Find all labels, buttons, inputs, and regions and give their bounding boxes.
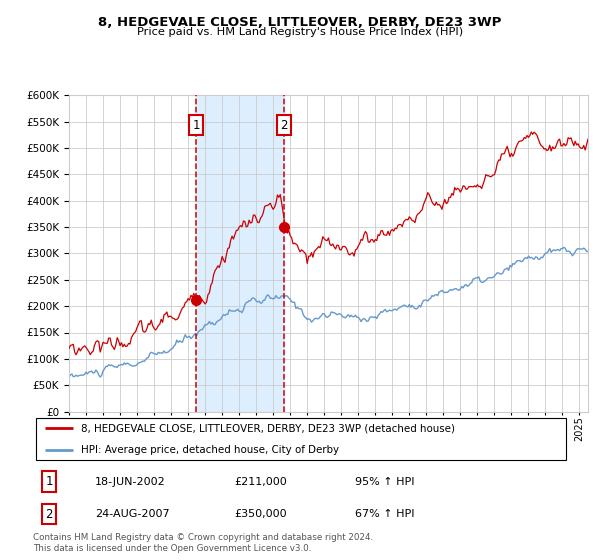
Text: 8, HEDGEVALE CLOSE, LITTLEOVER, DERBY, DE23 3WP (detached house): 8, HEDGEVALE CLOSE, LITTLEOVER, DERBY, D… (82, 423, 455, 433)
Text: 24-AUG-2007: 24-AUG-2007 (95, 509, 169, 519)
Text: 2: 2 (280, 119, 288, 132)
Text: 2: 2 (46, 508, 53, 521)
Text: 8, HEDGEVALE CLOSE, LITTLEOVER, DERBY, DE23 3WP: 8, HEDGEVALE CLOSE, LITTLEOVER, DERBY, D… (98, 16, 502, 29)
Text: £211,000: £211,000 (235, 477, 287, 487)
Text: 67% ↑ HPI: 67% ↑ HPI (355, 509, 415, 519)
Bar (196, 95, 284, 412)
Text: 95% ↑ HPI: 95% ↑ HPI (355, 477, 415, 487)
Text: 1: 1 (192, 119, 200, 132)
Text: 1: 1 (46, 475, 53, 488)
FancyBboxPatch shape (35, 418, 566, 460)
Text: £350,000: £350,000 (235, 509, 287, 519)
Text: Contains HM Land Registry data © Crown copyright and database right 2024.
This d: Contains HM Land Registry data © Crown c… (33, 533, 373, 553)
Text: Price paid vs. HM Land Registry's House Price Index (HPI): Price paid vs. HM Land Registry's House … (137, 27, 463, 37)
Text: 18-JUN-2002: 18-JUN-2002 (95, 477, 166, 487)
Text: HPI: Average price, detached house, City of Derby: HPI: Average price, detached house, City… (82, 445, 340, 455)
